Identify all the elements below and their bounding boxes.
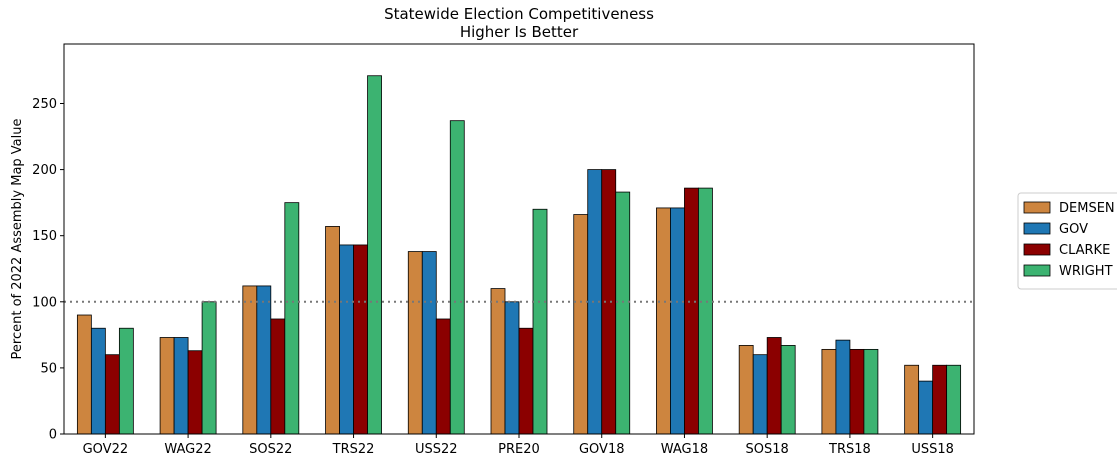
bar-wright-pre20: [533, 209, 547, 434]
x-tick-label-wag18: WAG18: [661, 442, 708, 457]
bar-clarke-pre20: [519, 328, 533, 434]
bar-wright-sos22: [285, 203, 299, 434]
bar-clarke-uss18: [933, 365, 947, 434]
y-tick-label-250: 250: [32, 97, 57, 112]
bar-demsen-pre20: [491, 289, 505, 434]
y-axis: 0 50 100 150 200 250: [32, 97, 64, 443]
bar-clarke-wag22: [188, 351, 202, 434]
x-tick-label-trs18: TRS18: [828, 442, 871, 457]
bar-gov-trs18: [836, 340, 850, 434]
x-tick-label-gov18: GOV18: [579, 442, 625, 457]
legend-swatch-wright: [1024, 265, 1050, 276]
bar-demsen-sos18: [739, 345, 753, 434]
legend-label-gov: GOV: [1059, 222, 1088, 237]
bar-demsen-wag22: [160, 337, 174, 434]
legend-swatch-demsen: [1024, 202, 1050, 213]
bar-gov-gov22: [91, 328, 105, 434]
legend-swatch-clarke: [1024, 244, 1050, 255]
y-axis-label: Percent of 2022 Assembly Map Value: [10, 119, 25, 360]
x-tick-label-uss18: USS18: [911, 442, 954, 457]
bar-demsen-sos22: [243, 286, 257, 434]
legend-swatch-gov: [1024, 223, 1050, 234]
y-tick-label-100: 100: [32, 295, 57, 310]
bar-gov-sos22: [257, 286, 271, 434]
x-tick-label-wag22: WAG22: [164, 442, 211, 457]
bar-clarke-trs18: [850, 349, 864, 434]
bar-gov-wag22: [174, 337, 188, 434]
chart-title: Statewide Election Competitiveness: [384, 5, 654, 23]
bar-clarke-sos22: [271, 319, 285, 434]
x-tick-label-pre20: PRE20: [498, 442, 540, 457]
bar-clarke-gov22: [105, 355, 119, 434]
bar-clarke-trs22: [354, 245, 368, 434]
x-tick-label-uss22: USS22: [415, 442, 458, 457]
bar-wright-trs18: [864, 349, 878, 434]
bar-demsen-wag18: [656, 208, 670, 434]
bar-demsen-uss18: [905, 365, 919, 434]
x-tick-label-sos22: SOS22: [249, 442, 292, 457]
bar-wright-uss22: [450, 121, 464, 434]
bar-demsen-gov18: [574, 215, 588, 434]
bar-demsen-trs22: [326, 226, 340, 434]
bar-wright-gov22: [119, 328, 133, 434]
bar-demsen-trs18: [822, 349, 836, 434]
bar-clarke-wag18: [684, 188, 698, 434]
bar-gov-trs22: [340, 245, 354, 434]
bar-gov-uss18: [919, 381, 933, 434]
bar-gov-wag18: [670, 208, 684, 434]
bar-wright-trs22: [368, 76, 382, 434]
bar-clarke-sos18: [767, 337, 781, 434]
bar-gov-sos18: [753, 355, 767, 434]
legend: DEMSEN GOV CLARKE WRIGHT: [1018, 193, 1117, 289]
y-tick-label-200: 200: [32, 163, 57, 178]
legend-label-wright: WRIGHT: [1059, 264, 1113, 279]
bar-wright-wag22: [202, 302, 216, 434]
bar-demsen-uss22: [408, 252, 422, 434]
chart-subtitle: Higher Is Better: [460, 23, 579, 41]
x-tick-label-sos18: SOS18: [746, 442, 789, 457]
bar-wright-gov18: [616, 192, 630, 434]
x-tick-label-gov22: GOV22: [83, 442, 129, 457]
bar-clarke-gov18: [602, 170, 616, 434]
legend-label-clarke: CLARKE: [1059, 243, 1110, 258]
legend-label-demsen: DEMSEN: [1059, 201, 1115, 216]
bar-wright-wag18: [698, 188, 712, 434]
bar-wright-sos18: [781, 345, 795, 434]
bar-clarke-uss22: [436, 319, 450, 434]
bar-gov-uss22: [422, 252, 436, 434]
x-axis: GOV22 WAG22 SOS22 TRS22 USS22 PRE20 GOV18 WAG18…: [83, 434, 954, 457]
x-tick-label-trs22: TRS22: [332, 442, 375, 457]
bars-layer: [77, 76, 960, 434]
y-tick-label-0: 0: [49, 428, 57, 443]
y-tick-label-50: 50: [40, 361, 57, 376]
bar-demsen-gov22: [77, 315, 91, 434]
bar-gov-pre20: [505, 302, 519, 434]
bar-wright-uss18: [947, 365, 961, 434]
y-tick-label-150: 150: [32, 229, 57, 244]
